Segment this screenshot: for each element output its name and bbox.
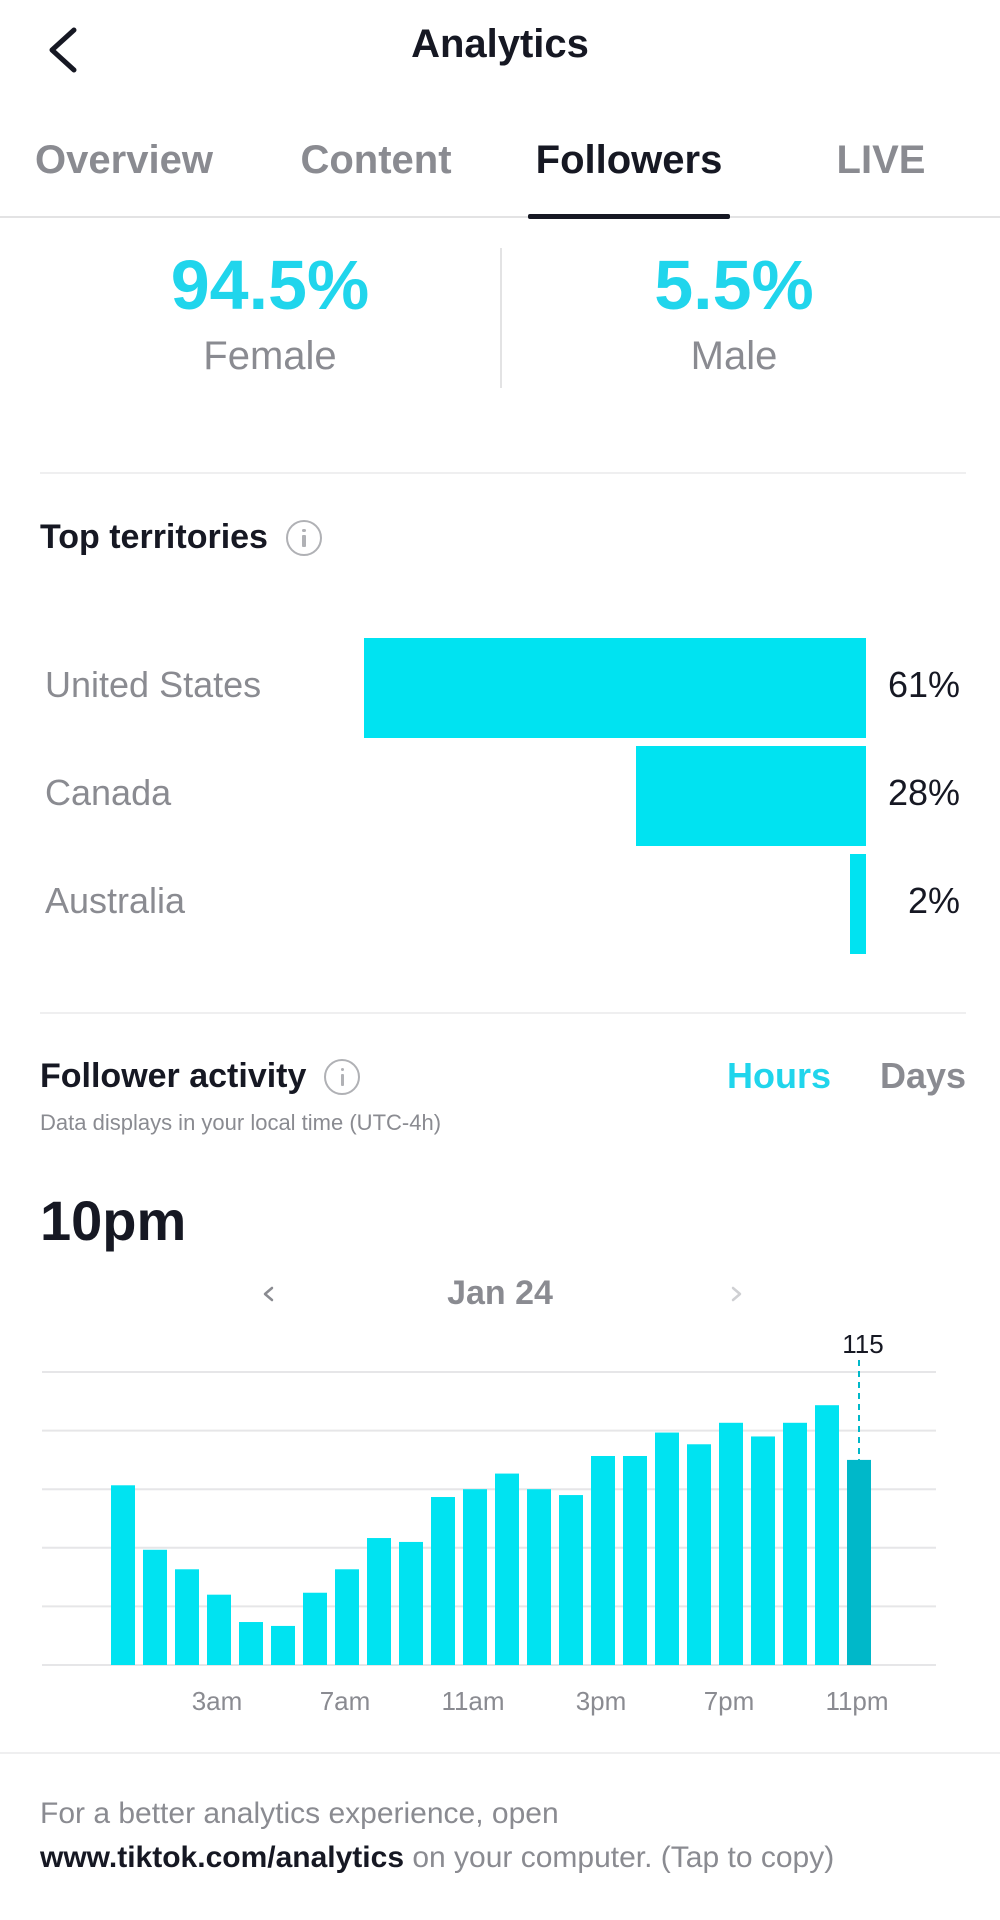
selected-time: 10pm <box>40 1189 187 1252</box>
section-divider <box>40 472 966 474</box>
activity-title: Follower activity <box>40 1057 361 1096</box>
activity-bar[interactable] <box>303 1592 327 1665</box>
footer-line-2: www.tiktok.com/analytics on your compute… <box>40 1836 980 1880</box>
x-tick-label: 11pm <box>825 1686 888 1716</box>
previous-date-button[interactable] <box>258 1276 278 1321</box>
territory-row: United States 61% <box>0 638 1000 738</box>
x-tick-label: 11am <box>441 1686 504 1716</box>
activity-bar[interactable] <box>367 1538 391 1665</box>
territories-title: Top territories <box>40 518 322 557</box>
chevron-left-icon <box>263 1286 274 1302</box>
tab-active-indicator <box>528 214 730 219</box>
territory-name: United States <box>45 664 262 705</box>
activity-bar[interactable] <box>719 1422 743 1665</box>
gender-male: 5.5% Male <box>484 240 984 379</box>
x-tick-label: 3am <box>192 1686 243 1716</box>
tab-live[interactable]: LIVE <box>836 138 926 182</box>
activity-bar[interactable] <box>655 1432 679 1665</box>
activity-bar[interactable] <box>143 1549 167 1665</box>
activity-bar[interactable] <box>271 1625 295 1665</box>
chevron-right-icon <box>731 1286 742 1302</box>
territory-row: Australia 2% <box>0 854 1000 954</box>
activity-bar[interactable] <box>751 1436 775 1665</box>
activity-bar[interactable] <box>815 1405 839 1665</box>
male-label: Male <box>690 334 778 378</box>
activity-bar[interactable] <box>623 1455 647 1665</box>
footer-text-after: on your computer. (Tap to copy) <box>404 1841 835 1874</box>
x-tick-label: 7pm <box>704 1686 755 1716</box>
days-toggle[interactable]: Days <box>880 1055 967 1096</box>
activity-bar[interactable] <box>239 1622 263 1665</box>
territory-bar <box>850 854 866 954</box>
activity-bar[interactable] <box>495 1473 519 1665</box>
tab-content[interactable]: Content <box>300 138 452 182</box>
territory-row: Canada 28% <box>0 746 1000 846</box>
footer-note: For a better analytics experience, open … <box>40 1792 980 1880</box>
header: Analytics <box>0 0 1000 100</box>
activity-bar[interactable] <box>111 1485 135 1665</box>
territory-percentage: 28% <box>887 772 960 813</box>
territory-percentage: 2% <box>907 880 960 921</box>
activity-bar[interactable] <box>527 1489 551 1665</box>
territory-bar <box>636 746 866 846</box>
tab-followers[interactable]: Followers <box>535 138 723 182</box>
timezone-note: Data displays in your local time (UTC-4h… <box>40 1110 442 1135</box>
activity-bar[interactable] <box>175 1569 199 1665</box>
female-percentage: 94.5% <box>170 246 370 324</box>
highlight-value-label: 115 <box>842 1329 883 1359</box>
hours-toggle[interactable]: Hours <box>727 1055 832 1096</box>
info-icon[interactable] <box>285 519 322 556</box>
territory-name: Canada <box>45 772 172 813</box>
info-icon[interactable] <box>324 1058 361 1095</box>
activity-bar[interactable] <box>783 1422 807 1665</box>
date-navigator: Jan 24 <box>0 1272 1000 1322</box>
footer-text: For a better analytics experience, open <box>40 1797 559 1830</box>
page-title: Analytics <box>411 22 589 66</box>
x-tick-label: 3pm <box>576 1686 627 1716</box>
chevron-left-icon <box>49 27 77 73</box>
date-label: Jan 24 <box>447 1274 553 1312</box>
female-label: Female <box>203 334 337 378</box>
activity-bar[interactable] <box>559 1495 583 1665</box>
follower-activity-chart: 115 3am 7am 11am 3pm 7pm 11pm <box>42 1329 936 1716</box>
activity-bar[interactable] <box>335 1569 359 1665</box>
territory-bar <box>364 638 866 738</box>
back-button[interactable] <box>40 20 94 80</box>
activity-bar[interactable] <box>431 1497 455 1665</box>
section-divider <box>40 1012 966 1014</box>
next-date-button[interactable] <box>726 1276 746 1321</box>
activity-bar[interactable] <box>847 1459 871 1665</box>
gender-divider <box>500 248 502 388</box>
activity-title-text: Follower activity <box>40 1057 307 1095</box>
territories-title-text: Top territories <box>40 518 268 556</box>
footer-divider <box>0 1752 1000 1754</box>
activity-bar[interactable] <box>591 1455 615 1665</box>
activity-bar[interactable] <box>463 1489 487 1665</box>
activity-bar[interactable] <box>207 1594 231 1665</box>
activity-bar[interactable] <box>687 1444 711 1665</box>
activity-bar[interactable] <box>399 1541 423 1665</box>
tab-overview[interactable]: Overview <box>35 138 213 182</box>
tab-bar: Overview Content Followers LIVE <box>0 118 1000 219</box>
territory-percentage: 61% <box>887 664 960 705</box>
analytics-link[interactable]: www.tiktok.com/analytics <box>40 1841 404 1874</box>
gender-breakdown: 94.5% Female 5.5% Male <box>0 240 1000 400</box>
gender-female: 94.5% Female <box>20 240 520 379</box>
male-percentage: 5.5% <box>654 246 814 324</box>
territory-name: Australia <box>45 880 186 921</box>
x-tick-label: 7am <box>320 1686 371 1716</box>
